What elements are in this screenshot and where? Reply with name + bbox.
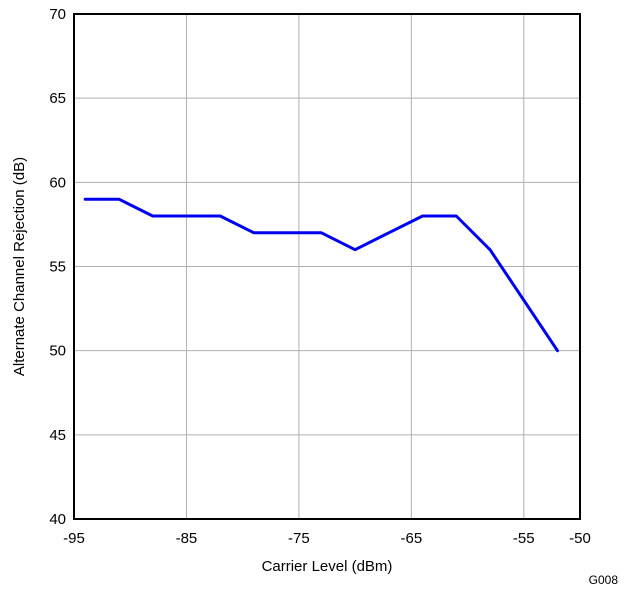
y-tick-label: 65 — [49, 90, 66, 107]
x-tick-label: -50 — [569, 530, 591, 547]
y-tick-label: 60 — [49, 174, 66, 191]
data-point — [556, 349, 559, 352]
x-axis-label: Carrier Level (dBm) — [262, 558, 393, 575]
y-tick-label: 45 — [49, 427, 66, 444]
data-point — [387, 231, 390, 234]
y-tick-label: 70 — [49, 6, 66, 23]
data-point — [252, 231, 255, 234]
y-tick-labels: 40 45 50 55 60 65 70 — [49, 6, 66, 528]
x-tick-label: -85 — [176, 530, 198, 547]
data-point — [489, 248, 492, 251]
series-layer — [83, 197, 559, 353]
x-tick-label: -65 — [400, 530, 422, 547]
y-axis-label: Alternate Channel Rejection (dB) — [11, 157, 28, 376]
grid — [74, 14, 580, 519]
y-tick-label: 50 — [49, 343, 66, 360]
figure-code: G008 — [589, 573, 619, 587]
data-point — [421, 215, 424, 218]
data-point — [320, 231, 323, 234]
x-tick-label: -95 — [63, 530, 85, 547]
data-point — [151, 215, 154, 218]
y-tick-label: 40 — [49, 511, 66, 528]
series-line — [83, 197, 559, 353]
plot-frame — [73, 13, 581, 520]
data-point — [455, 215, 458, 218]
data-point — [117, 198, 120, 201]
data-point — [522, 299, 525, 302]
data-point — [84, 198, 87, 201]
data-point — [185, 215, 188, 218]
data-point — [354, 248, 357, 251]
x-tick-label: -75 — [288, 530, 310, 547]
data-point — [219, 215, 222, 218]
x-tick-label: -55 — [513, 530, 535, 547]
x-tick-labels: -95 -85 -75 -65 -55 -50 — [63, 530, 591, 547]
data-point — [286, 231, 289, 234]
y-tick-label: 55 — [49, 259, 66, 276]
